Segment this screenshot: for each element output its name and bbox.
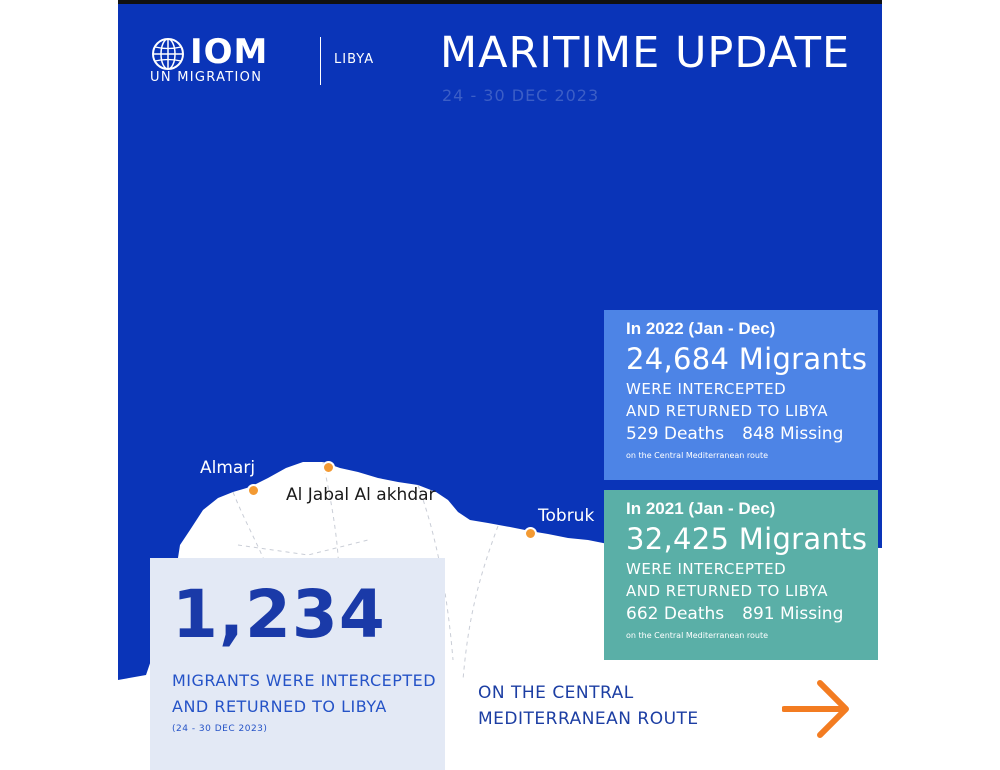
logo-divider	[320, 37, 321, 85]
card-deaths: 529 Deaths	[626, 424, 725, 444]
main-stat-line: MIGRANTS WERE INTERCEPTED	[172, 671, 437, 690]
city-label-al-jabal: Al Jabal Al akhdar	[286, 485, 436, 505]
card-line: WERE INTERCEPTED	[626, 560, 787, 578]
main-stat-box: 1,234 MIGRANTS WERE INTERCEPTED AND RETU…	[150, 558, 445, 770]
card-line: AND RETURNED TO LIBYA	[626, 402, 829, 420]
logo-wordmark: IOM	[190, 32, 269, 72]
page-title: MARITIME UPDATE	[440, 28, 851, 78]
route-label-line: MEDITERRANEAN ROUTE	[478, 709, 699, 729]
card-stats: 529 Deaths 848 Missing	[626, 422, 878, 446]
main-stat-date: (24 - 30 DEC 2023)	[172, 724, 268, 734]
card-missing: 891 Missing	[742, 604, 844, 624]
card-line: AND RETURNED TO LIBYA	[626, 582, 829, 600]
card-count: 24,684 Migrants	[626, 342, 868, 376]
card-deaths: 662 Deaths	[626, 604, 725, 624]
card-route-note: on the Central Mediterranean route	[626, 631, 769, 640]
card-route-note: on the Central Mediterranean route	[626, 451, 769, 460]
date-range: 24 - 30 DEC 2023	[442, 86, 600, 105]
main-stat-number: 1,234	[172, 576, 386, 653]
card-missing: 848 Missing	[742, 424, 844, 444]
location-dot-icon	[524, 527, 537, 540]
city-label-tobruk: Tobruk	[538, 506, 595, 526]
stats-card-2021: In 2021 (Jan - Dec) 32,425 Migrants WERE…	[604, 490, 878, 660]
city-label-almarj: Almarj	[200, 458, 256, 478]
card-count: 32,425 Migrants	[626, 522, 868, 556]
main-stat-line: AND RETURNED TO LIBYA	[172, 697, 387, 716]
location-dot-icon	[322, 461, 335, 474]
card-stats: 662 Deaths 891 Missing	[626, 602, 878, 626]
route-label: ON THE CENTRAL MEDITERRANEAN ROUTE	[478, 680, 699, 732]
logo-subtitle: UN MIGRATION	[150, 70, 263, 85]
location-dot-icon	[247, 484, 260, 497]
card-line: WERE INTERCEPTED	[626, 380, 787, 398]
card-year: In 2021 (Jan - Dec)	[626, 499, 776, 518]
route-label-line: ON THE CENTRAL	[478, 683, 634, 703]
infographic: Almarj Al Jabal Al akhdar Tobruk IOM UN …	[118, 0, 882, 770]
iom-globe-icon	[152, 38, 184, 70]
top-bar	[118, 0, 882, 4]
arrow-right-icon	[782, 680, 849, 738]
logo-country: LIBYA	[334, 52, 375, 67]
stats-card-2022: In 2022 (Jan - Dec) 24,684 Migrants WERE…	[604, 310, 878, 480]
card-year: In 2022 (Jan - Dec)	[626, 319, 776, 338]
